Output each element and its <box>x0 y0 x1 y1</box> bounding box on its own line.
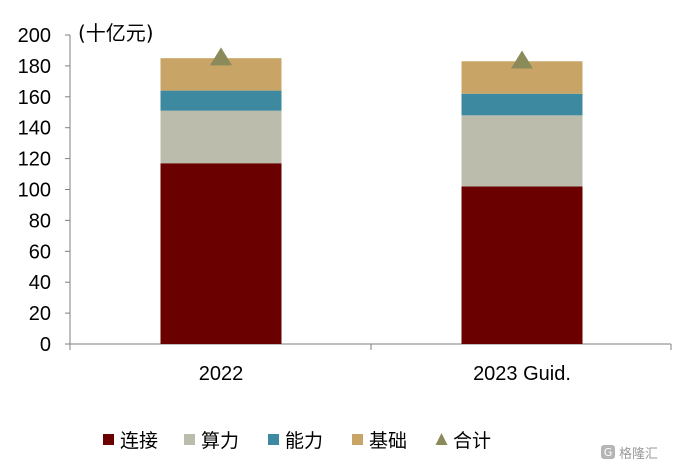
y-tick-label: 80 <box>29 210 51 232</box>
legend-label: 算力 <box>201 430 239 452</box>
y-tick-label: 0 <box>40 334 51 356</box>
x-tick-label: 2022 <box>199 363 244 385</box>
legend-label: 连接 <box>120 430 158 452</box>
legend-swatch <box>352 434 363 445</box>
x-tick-label: 2023 Guid. <box>473 363 571 385</box>
watermark: G 格隆汇 <box>601 445 658 462</box>
y-tick-label: 180 <box>18 56 51 78</box>
y-tick-label: 120 <box>18 149 51 171</box>
legend-swatch <box>103 434 114 445</box>
y-tick-label: 140 <box>18 118 51 140</box>
total-marker <box>511 50 533 69</box>
watermark-text: 格隆汇 <box>619 446 658 462</box>
unit-label: (十亿元) <box>78 21 154 45</box>
bar-segment-算力 <box>160 110 282 164</box>
y-tick-label: 60 <box>29 241 51 263</box>
bar-segment-能力 <box>160 90 282 111</box>
plot-area: (十亿元) 0 20 40 60 80 100 120 140 160 180 200 2022 2023… <box>18 21 672 385</box>
bar-segment-连接 <box>461 186 583 344</box>
bar-segment-能力 <box>461 93 583 116</box>
g-logo-glyph: G <box>604 446 613 459</box>
y-tick-label: 40 <box>29 272 51 294</box>
y-tick-label: 200 <box>18 25 51 47</box>
legend: 连接 算力 能力 基础 合计 <box>103 430 491 452</box>
legend-label: 能力 <box>285 430 323 452</box>
legend-label: 合计 <box>453 430 491 452</box>
legend-swatch <box>268 434 279 445</box>
legend-swatch <box>184 434 195 445</box>
y-tick-label: 20 <box>29 303 51 325</box>
y-tick-label: 100 <box>18 180 51 202</box>
total-marker <box>210 47 232 66</box>
legend-swatch-triangle <box>435 433 448 445</box>
y-tick-label: 160 <box>18 87 51 109</box>
legend-label: 基础 <box>369 430 407 452</box>
bar-segment-连接 <box>160 163 282 344</box>
g-logo-icon <box>601 445 615 459</box>
bar-segment-算力 <box>461 115 583 187</box>
